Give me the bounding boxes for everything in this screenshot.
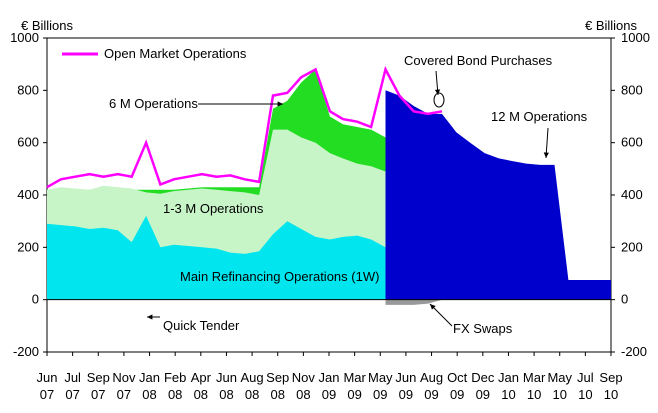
y-tick-label-right: 400 <box>621 187 643 202</box>
series-fx-swaps-area <box>385 299 442 305</box>
x-tick-label-year: 09 <box>399 387 413 402</box>
y-tick-label-right: 200 <box>621 239 643 254</box>
x-tick-label-month: Jan <box>139 370 160 385</box>
x-tick-label-month: Jun <box>216 370 237 385</box>
x-tick-label-year: 08 <box>245 387 259 402</box>
y-tick-label-right: 1000 <box>621 30 650 45</box>
x-tick-label-year: 10 <box>527 387 541 402</box>
annotation-label: FX Swaps <box>453 321 513 336</box>
x-tick-label-month: Mar <box>343 370 366 385</box>
x-tick-label-year: 09 <box>450 387 464 402</box>
annotation-label: 1-3 M Operations <box>163 201 264 216</box>
x-tick-label-year: 09 <box>424 387 438 402</box>
y-axis-unit-left: € Billions <box>21 18 74 33</box>
x-tick-label-month: Sep <box>87 370 110 385</box>
x-tick-label-year: 09 <box>322 387 336 402</box>
y-tick-label-right: 0 <box>621 292 628 307</box>
x-tick-label-year: 08 <box>142 387 156 402</box>
annotation-layer: Open Market Operations 6 M Operations Cove… <box>62 46 588 336</box>
x-tick-label-month: Nov <box>112 370 136 385</box>
annotation-arrowhead <box>430 304 436 310</box>
x-tick-label-month: Jun <box>37 370 58 385</box>
y-axis-unit-right: € Billions <box>585 18 638 33</box>
y-tick-label-right: 600 <box>621 135 643 150</box>
x-tick-label-month: Sep <box>266 370 289 385</box>
x-tick-label-month: Jan <box>319 370 340 385</box>
x-tick-label-year: 10 <box>604 387 618 402</box>
x-tick-label-year: 09 <box>476 387 490 402</box>
covered-bond-marker <box>433 92 445 108</box>
annotation-arrowhead <box>147 314 153 320</box>
x-tick-label-month: May <box>368 370 393 385</box>
y-tick-label-left: 200 <box>17 239 39 254</box>
y-tick-label-left: 400 <box>17 187 39 202</box>
x-tick-label-year: 09 <box>373 387 387 402</box>
x-tick-label-year: 07 <box>117 387 131 402</box>
x-tick-label-year: 08 <box>296 387 310 402</box>
series-12m-operations-area <box>385 90 611 300</box>
x-tick-label-month: Sep <box>599 370 622 385</box>
x-tick-label-year: 08 <box>194 387 208 402</box>
y-tick-label-left: 600 <box>17 135 39 150</box>
series-main-refinancing-area <box>47 215 485 300</box>
x-tick-label-year: 07 <box>91 387 105 402</box>
annotation-label: Quick Tender <box>163 318 240 333</box>
axis-layer: -200 0 200 400 600 800 1000 -200 0 200 400 600 800 10… <box>10 30 650 402</box>
x-tick-label-month: Aug <box>241 370 264 385</box>
annotation-arrowhead <box>277 101 283 107</box>
x-tick-label-month: Feb <box>164 370 186 385</box>
annotation-label: Covered Bond Purchases <box>404 53 553 68</box>
x-tick-label-year: 08 <box>219 387 233 402</box>
x-tick-label-month: Dec <box>471 370 495 385</box>
x-tick-label-month: Jul <box>64 370 81 385</box>
annotation-label: 6 M Operations <box>109 96 198 111</box>
x-tick-label-month: Jul <box>577 370 594 385</box>
x-tick-label-year: 07 <box>65 387 79 402</box>
series-layer <box>46 65 611 305</box>
annotation-label: Main Refinancing Operations (1W) <box>180 269 379 284</box>
y-tick-label-right: 800 <box>621 82 643 97</box>
x-tick-label-month: Aug <box>420 370 443 385</box>
x-tick-label-year: 09 <box>347 387 361 402</box>
annotation-label: 12 M Operations <box>491 109 588 124</box>
y-tick-label-left: 0 <box>32 292 39 307</box>
x-tick-label-month: Jun <box>395 370 416 385</box>
annotation-arrowhead <box>434 89 441 95</box>
series-open-market-operations-line <box>46 65 443 189</box>
annotation-arrowhead <box>543 152 549 158</box>
x-tick-label-year: 10 <box>578 387 592 402</box>
x-tick-label-year: 10 <box>501 387 515 402</box>
x-tick-label-year: 08 <box>168 387 182 402</box>
annotation-label: Open Market Operations <box>104 46 247 61</box>
x-tick-label-month: Jan <box>498 370 519 385</box>
y-tick-label-left: 800 <box>17 82 39 97</box>
x-tick-label-month: Nov <box>292 370 316 385</box>
y-tick-label-left: 1000 <box>10 30 39 45</box>
x-tick-label-month: Oct <box>447 370 468 385</box>
x-tick-label-year: 07 <box>40 387 54 402</box>
x-tick-label-month: Apr <box>191 370 212 385</box>
y-tick-label-left: -200 <box>13 344 39 359</box>
x-tick-label-year: 08 <box>270 387 284 402</box>
x-tick-label-month: Mar <box>523 370 546 385</box>
x-tick-label-month: May <box>547 370 572 385</box>
x-tick-label-year: 10 <box>552 387 566 402</box>
y-tick-label-right: -200 <box>621 344 647 359</box>
